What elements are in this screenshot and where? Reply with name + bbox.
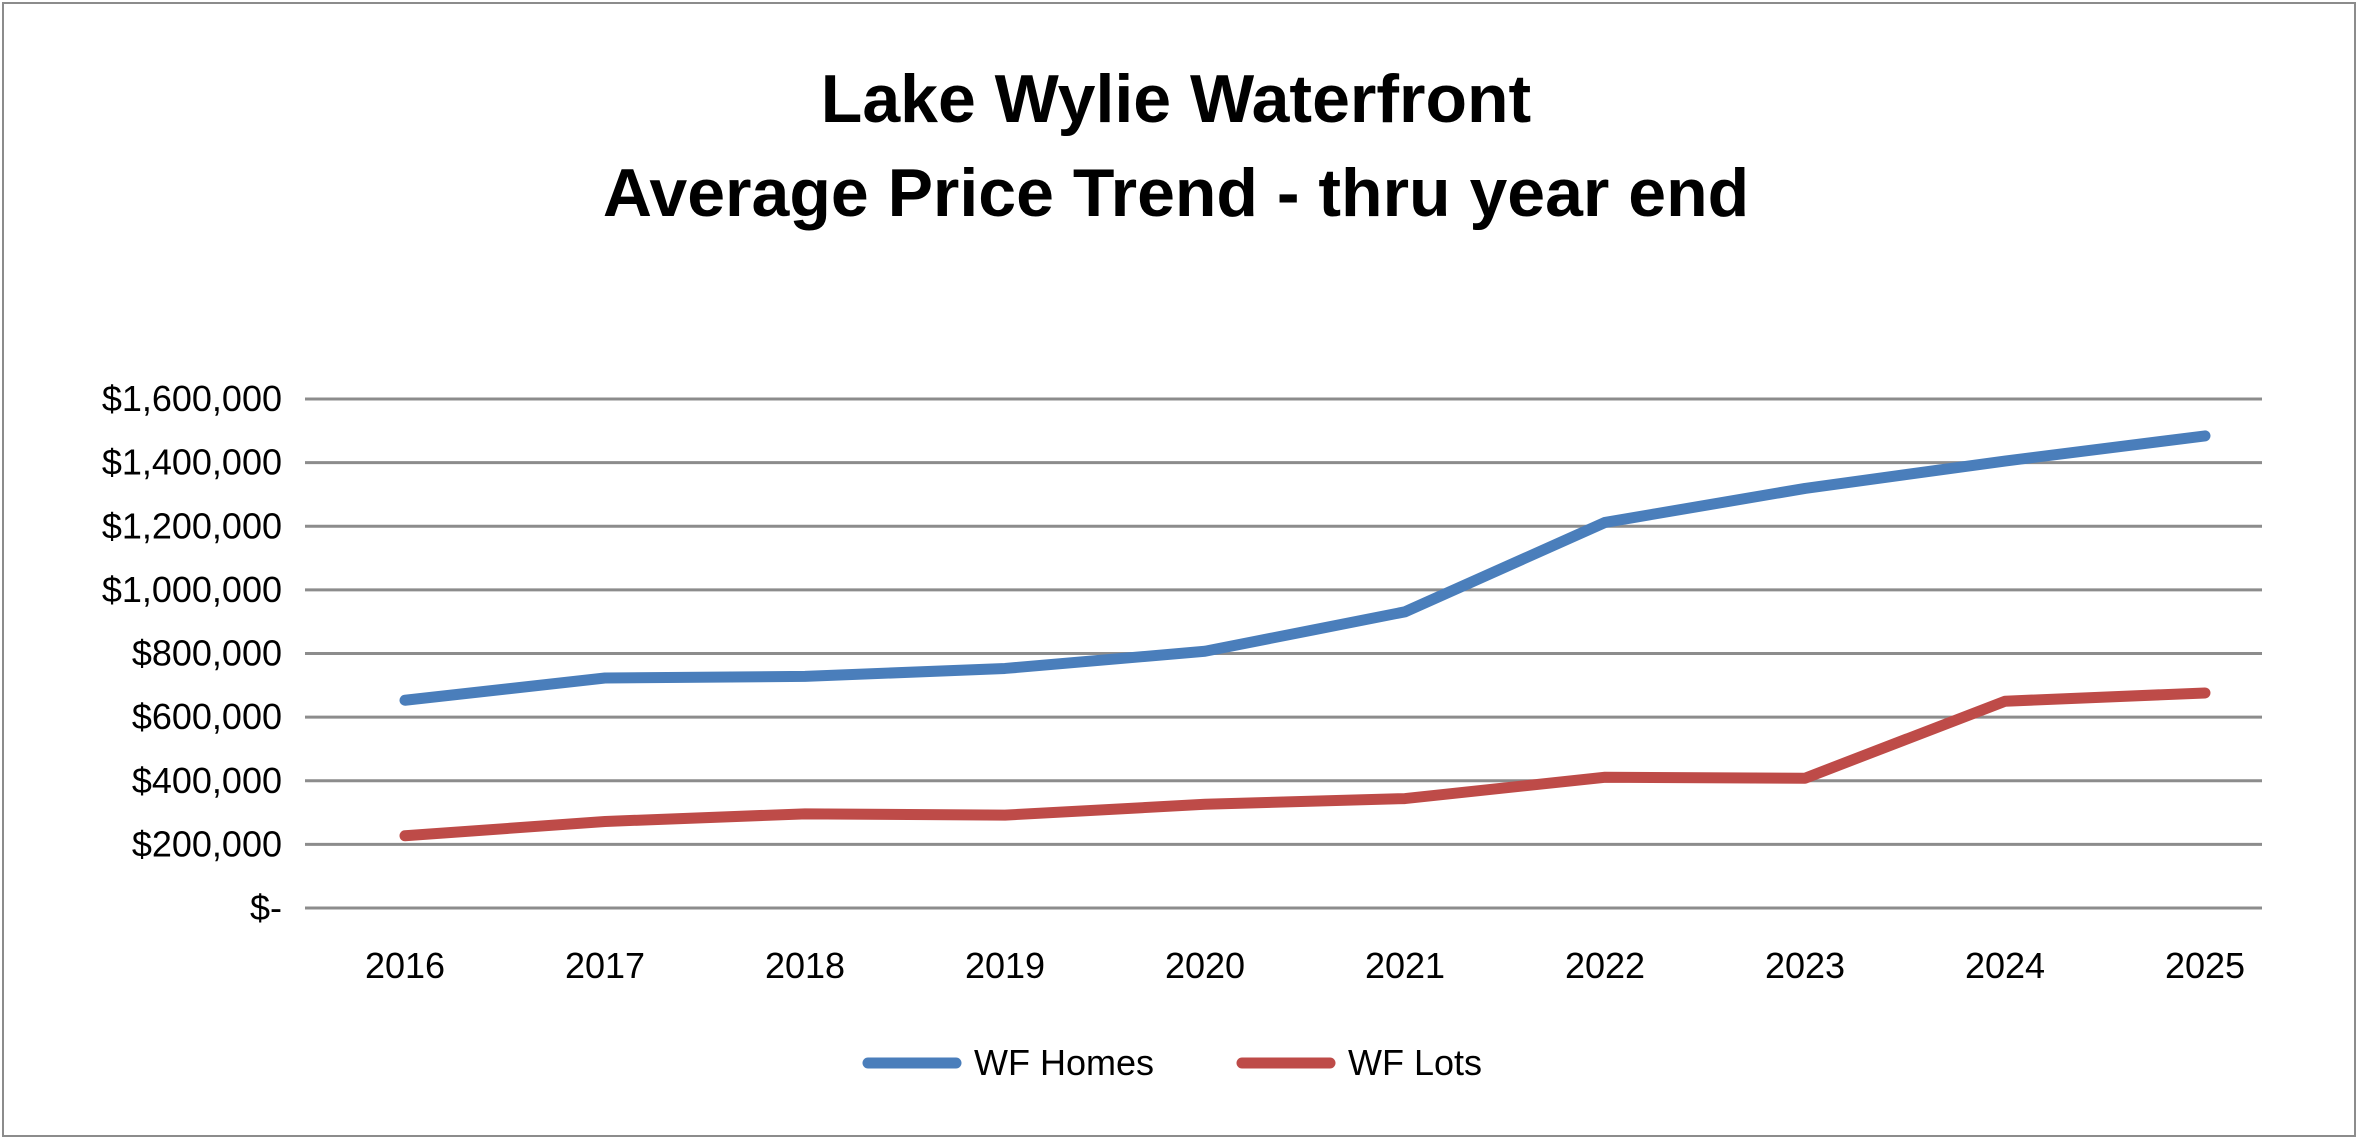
y-tick-label: $- <box>250 887 282 928</box>
y-tick-label: $200,000 <box>132 823 282 864</box>
x-tick-label: 2022 <box>1565 945 1645 986</box>
y-tick-label: $600,000 <box>132 696 282 737</box>
y-tick-label: $1,200,000 <box>102 505 282 546</box>
y-tick-label: $400,000 <box>132 760 282 801</box>
x-tick-label: 2020 <box>1165 945 1245 986</box>
series-line-wf-homes <box>399 430 2211 706</box>
x-tick-label: 2024 <box>1965 945 2045 986</box>
y-tick-label: $800,000 <box>132 633 282 674</box>
chart-title-line-2: Average Price Trend - thru year end <box>603 155 1749 231</box>
x-tick-label: 2023 <box>1765 945 1845 986</box>
x-tick-label: 2017 <box>565 945 645 986</box>
x-tick-label: 2021 <box>1365 945 1445 986</box>
y-tick-label: $1,600,000 <box>102 378 282 419</box>
x-tick-label: 2018 <box>765 945 845 986</box>
y-tick-label: $1,400,000 <box>102 442 282 483</box>
legend-label: WF Lots <box>1348 1042 1482 1083</box>
legend-label: WF Homes <box>974 1042 1154 1083</box>
y-tick-label: $1,000,000 <box>102 569 282 610</box>
x-tick-label: 2016 <box>365 945 445 986</box>
series-line-wf-lots <box>399 687 2211 842</box>
x-tick-label: 2019 <box>965 945 1045 986</box>
x-tick-label: 2025 <box>2165 945 2245 986</box>
chart-title-line-1: Lake Wylie Waterfront <box>821 61 1531 137</box>
